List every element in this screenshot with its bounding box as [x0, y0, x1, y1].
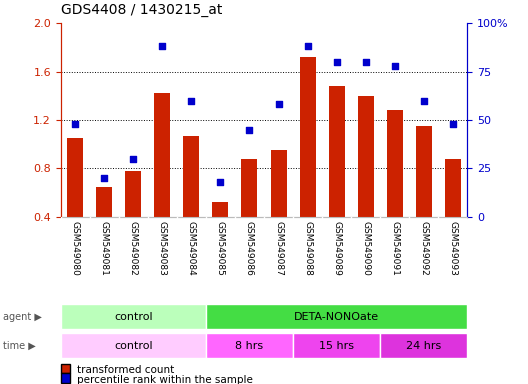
Point: [275, 101, 283, 108]
Point: [158, 43, 167, 50]
Bar: [183, 136, 200, 217]
Text: GSM549086: GSM549086: [245, 221, 254, 276]
Text: GSM549084: GSM549084: [187, 221, 196, 276]
Text: percentile rank within the sample: percentile rank within the sample: [77, 375, 252, 384]
Point: [187, 98, 196, 104]
Bar: [270, 150, 287, 217]
Text: control: control: [114, 341, 153, 351]
Bar: [299, 57, 316, 217]
Bar: [206, 333, 293, 358]
Point: [420, 98, 428, 104]
Text: GSM549093: GSM549093: [448, 221, 457, 276]
Bar: [386, 110, 403, 217]
Text: GSM549088: GSM549088: [303, 221, 312, 276]
Text: GSM549089: GSM549089: [332, 221, 341, 276]
Point: [245, 127, 254, 133]
Bar: [380, 333, 467, 358]
Text: DETA-NONOate: DETA-NONOate: [294, 312, 379, 322]
Text: GSM549092: GSM549092: [419, 221, 428, 276]
Point: [129, 156, 138, 162]
Point: [449, 121, 457, 127]
Bar: [61, 333, 206, 358]
Bar: [416, 126, 432, 217]
Text: time ▶: time ▶: [3, 341, 35, 351]
Bar: [96, 187, 112, 217]
Bar: [154, 93, 171, 217]
Bar: [293, 333, 380, 358]
Bar: [445, 159, 461, 217]
Point: [333, 59, 341, 65]
Text: GSM549082: GSM549082: [129, 221, 138, 276]
Text: GSM549090: GSM549090: [361, 221, 370, 276]
Bar: [67, 138, 83, 217]
Text: GDS4408 / 1430215_at: GDS4408 / 1430215_at: [61, 3, 222, 17]
Point: [391, 63, 399, 69]
Text: GSM549091: GSM549091: [390, 221, 399, 276]
Text: agent ▶: agent ▶: [3, 312, 42, 322]
Bar: [212, 202, 229, 217]
Text: GSM549085: GSM549085: [216, 221, 225, 276]
Text: transformed count: transformed count: [77, 365, 174, 375]
Point: [361, 59, 370, 65]
Point: [71, 121, 80, 127]
Point: [100, 175, 109, 181]
Bar: [125, 171, 142, 217]
Bar: [61, 305, 206, 329]
Text: GSM549083: GSM549083: [158, 221, 167, 276]
Text: 15 hrs: 15 hrs: [319, 341, 354, 351]
Text: GSM549081: GSM549081: [100, 221, 109, 276]
Point: [303, 43, 312, 50]
Bar: [206, 305, 467, 329]
Text: GSM549080: GSM549080: [71, 221, 80, 276]
Text: 24 hrs: 24 hrs: [406, 341, 441, 351]
Bar: [241, 159, 258, 217]
Text: 8 hrs: 8 hrs: [235, 341, 263, 351]
Bar: [328, 86, 345, 217]
Bar: [357, 96, 374, 217]
Text: GSM549087: GSM549087: [274, 221, 283, 276]
Point: [216, 179, 225, 185]
Text: control: control: [114, 312, 153, 322]
